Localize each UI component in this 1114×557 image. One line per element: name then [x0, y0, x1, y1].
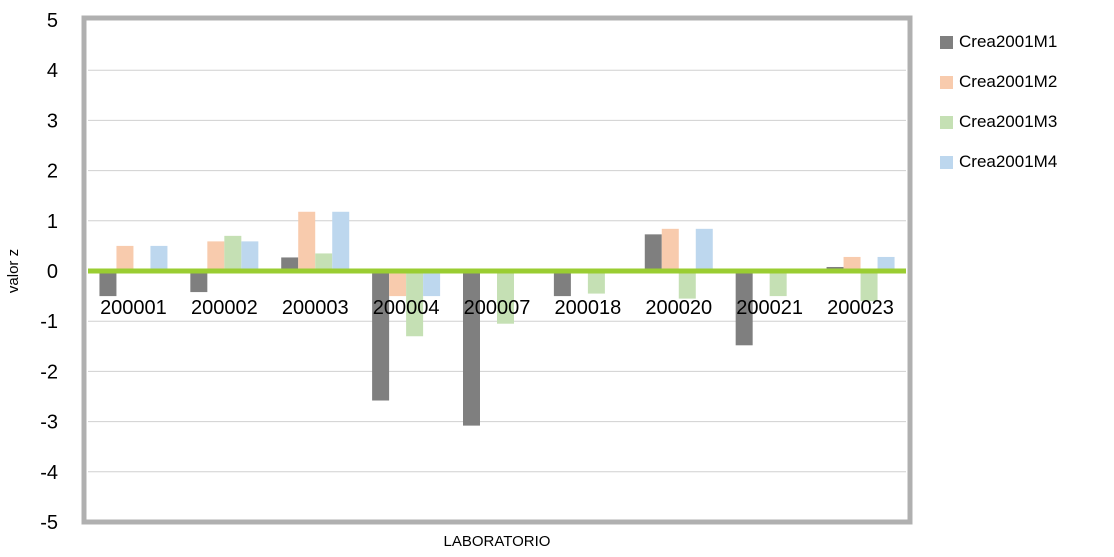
bar	[298, 211, 316, 271]
bar	[423, 271, 441, 297]
y-tick-label: 2	[47, 161, 58, 183]
legend-item: Crea2001M4	[940, 142, 1057, 182]
bar	[678, 271, 696, 299]
x-tick-label: 200020	[645, 297, 712, 319]
bar	[735, 271, 753, 346]
bar	[207, 241, 225, 271]
legend-swatch	[940, 155, 953, 169]
bar	[860, 271, 878, 302]
y-axis-title: valor z	[5, 249, 22, 293]
bar	[661, 228, 679, 271]
bar	[497, 271, 514, 324]
y-tick-label: 5	[47, 10, 58, 32]
legend-label: Crea2001M1	[959, 32, 1058, 51]
x-axis: 200001 200002 200003 200004 200007 200018 2000…	[100, 297, 894, 319]
legend-label: Crea2001M2	[959, 72, 1058, 91]
y-tick-label: -4	[40, 462, 58, 484]
bar	[224, 235, 242, 271]
x-axis-title: LABORATORIO	[444, 533, 551, 550]
bar	[332, 211, 350, 271]
bar	[241, 241, 259, 271]
bar	[99, 271, 117, 297]
x-tick-label: 200018	[555, 297, 622, 319]
bar	[553, 271, 571, 297]
y-tick-label: -1	[40, 311, 58, 333]
x-tick-label: 200007	[464, 297, 531, 319]
bar	[389, 271, 407, 297]
x-tick-label: 200002	[191, 297, 258, 319]
y-tick-label: 0	[47, 261, 58, 283]
x-tick-label: 200023	[827, 297, 894, 319]
legend-swatch	[940, 115, 953, 129]
bars	[99, 211, 895, 426]
bar	[644, 234, 662, 271]
y-tick-label: -3	[40, 412, 58, 434]
bar	[372, 271, 390, 401]
bar	[463, 271, 480, 426]
bar	[877, 256, 895, 271]
y-tick-label: 4	[47, 60, 58, 82]
x-tick-label: 200003	[282, 297, 349, 319]
legend-item: Crea2001M1	[940, 22, 1057, 62]
y-tick-label: 3	[47, 110, 58, 132]
legend-swatch	[940, 75, 953, 89]
plot-frame	[81, 15, 913, 525]
x-tick-label: 200001	[100, 297, 167, 319]
y-tick-label: -5	[40, 512, 58, 534]
legend-label: Crea2001M4	[959, 152, 1058, 171]
x-tick-label: 200004	[373, 297, 440, 319]
bar	[695, 228, 713, 271]
bar	[315, 253, 333, 271]
legend: Crea2001M1 Crea2001M2 Crea2001M3 Crea2001M4	[940, 22, 1057, 182]
legend-item: Crea2001M3	[940, 102, 1057, 142]
y-tick-label: 1	[47, 211, 58, 233]
bar	[150, 245, 168, 271]
bar	[116, 245, 134, 271]
legend-item: Crea2001M2	[940, 62, 1057, 102]
y-tick-label: -2	[40, 361, 58, 383]
bar	[769, 271, 787, 297]
bar	[587, 271, 605, 294]
bar	[281, 257, 299, 271]
bar	[190, 271, 208, 293]
x-tick-label: 200021	[736, 297, 803, 319]
bar	[843, 256, 861, 271]
legend-label: Crea2001M3	[959, 112, 1058, 131]
y-axis: 5 4 3 2 1 0 -1 -2 -3 -4 -5	[40, 10, 58, 534]
bar	[406, 271, 424, 337]
legend-swatch	[940, 35, 953, 49]
